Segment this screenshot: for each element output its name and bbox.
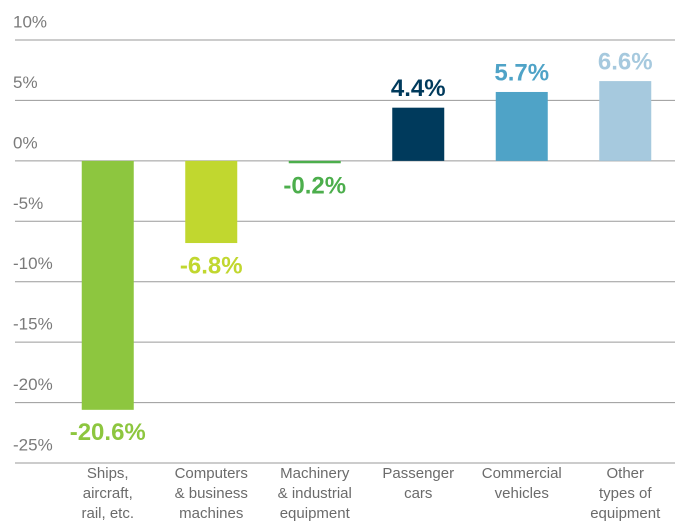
bar: [81, 160, 134, 410]
y-tick-label: 10%: [13, 12, 47, 31]
y-tick-label: -20%: [13, 375, 53, 394]
x-tick-label: Machinery & industrial equipment: [277, 465, 352, 522]
data-label: 4.4%: [391, 75, 446, 102]
data-label: -0.2%: [283, 173, 346, 200]
x-tick-label: Passenger cars: [382, 465, 455, 502]
x-tick-label: Other types of equipment: [590, 465, 661, 522]
y-tick-label: 5%: [13, 73, 38, 92]
y-tick-label: -15%: [13, 315, 53, 334]
bar: [392, 107, 445, 161]
bar: [495, 91, 548, 161]
y-tick-label: -10%: [13, 254, 53, 273]
y-tick-label: -5%: [13, 194, 43, 213]
data-label: 6.6%: [598, 48, 653, 75]
x-tick-label: Commercial vehicles: [481, 465, 562, 502]
data-label: 5.7%: [494, 59, 549, 86]
data-label: -20.6%: [70, 419, 146, 446]
bar: [288, 160, 341, 164]
x-tick-label: Computers & business machines: [174, 465, 248, 522]
bar: [185, 160, 238, 244]
y-tick-label: 0%: [13, 133, 38, 152]
data-label: -6.8%: [180, 252, 243, 279]
x-tick-label: Ships, aircraft, rail, etc.: [81, 465, 134, 522]
bar: [599, 81, 652, 161]
y-tick-label: -25%: [13, 435, 53, 454]
